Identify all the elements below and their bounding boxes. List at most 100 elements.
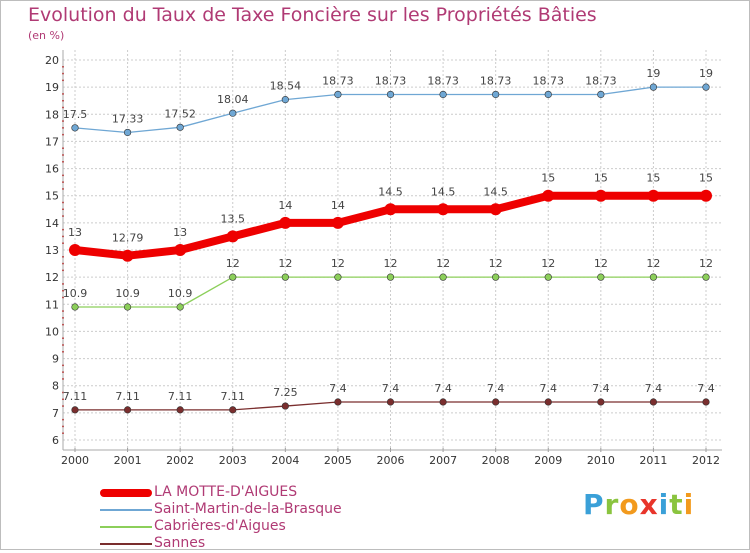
data-label: 7.25: [273, 386, 298, 399]
data-label: 7.4: [329, 382, 347, 395]
data-label: 12: [489, 257, 503, 270]
data-point: [176, 123, 184, 131]
y-tick-label: 11: [45, 298, 59, 311]
data-point: [542, 189, 555, 202]
data-label: 18.04: [217, 93, 249, 106]
y-tick-label: 10: [45, 325, 59, 338]
y-tick-label: 7: [52, 407, 59, 420]
logo-letter: t: [669, 488, 684, 521]
data-point: [281, 96, 289, 104]
data-label: 15: [594, 172, 608, 185]
logo-letter: x: [639, 488, 659, 521]
data-label: 10.9: [168, 287, 193, 300]
legend: LA MOTTE-D'AIGUES Saint-Martin-de-la-Bras…: [100, 484, 420, 553]
data-point: [544, 273, 552, 281]
data-label: 17.52: [164, 107, 196, 120]
data-label: 7.11: [168, 390, 193, 403]
data-label: 12: [331, 257, 345, 270]
data-point: [439, 90, 447, 99]
data-point: [700, 189, 712, 202]
data-label: 12: [699, 257, 713, 270]
data-point: [649, 398, 658, 406]
data-label: 14.5: [431, 185, 456, 198]
data-point: [281, 273, 289, 281]
data-point: [489, 203, 502, 216]
data-label: 12: [436, 257, 450, 270]
data-label: 13.5: [221, 212, 246, 225]
data-point: [176, 406, 184, 414]
y-tick-label: 18: [45, 108, 59, 121]
data-labels: 17.5 17.33 17.52 18.04 18.54 18.73 18.73 18.73 1…: [63, 67, 715, 403]
x-tick-label: 2000: [61, 454, 89, 467]
legend-label: LA MOTTE-D'AIGUES: [154, 484, 298, 500]
data-point: [229, 273, 237, 281]
data-point: [334, 273, 342, 281]
data-label: 18.54: [270, 80, 302, 93]
data-label: 7.11: [221, 390, 246, 403]
data-label: 7.4: [540, 382, 558, 395]
proxiti-logo: Proxiti: [583, 488, 694, 521]
legend-item: LA MOTTE-D'AIGUES: [100, 484, 420, 502]
y-tick-label: 13: [45, 244, 59, 257]
logo-letter: P: [583, 488, 605, 521]
data-label: 13: [68, 226, 82, 239]
data-label: 18.73: [375, 74, 407, 87]
data-point: [649, 83, 658, 91]
data-label: 15: [541, 172, 555, 185]
data-label: 19: [646, 67, 660, 80]
data-point: [229, 406, 237, 414]
chart-title: Evolution du Taux de Taxe Foncière sur l…: [28, 4, 597, 26]
data-label: 7.11: [63, 390, 88, 403]
data-point: [544, 398, 552, 406]
data-label: 15: [699, 172, 713, 185]
data-label: 7.4: [645, 382, 663, 395]
data-point: [69, 244, 81, 256]
data-label: 7.4: [434, 382, 452, 395]
data-point: [492, 90, 500, 99]
data-point: [71, 406, 79, 414]
y-tick-label: 12: [45, 271, 59, 284]
data-point: [597, 273, 605, 281]
data-point: [229, 109, 237, 117]
data-point: [71, 124, 79, 132]
data-point: [594, 189, 607, 202]
legend-label: Sannes: [154, 535, 206, 551]
data-point: [439, 398, 447, 406]
data-point: [334, 398, 342, 406]
data-label: 12: [226, 257, 240, 270]
x-tick-label: 2007: [429, 454, 457, 467]
data-point: [123, 128, 132, 137]
data-label: 18.73: [480, 74, 512, 87]
chart-subtitle: (en %): [28, 29, 65, 42]
legend-swatch: [100, 543, 152, 545]
data-label: 17.5: [63, 108, 88, 121]
data-label: 7.4: [382, 382, 400, 395]
legend-swatch: [100, 526, 152, 528]
data-point: [123, 406, 132, 414]
data-label: 14: [278, 199, 292, 212]
data-point: [492, 398, 500, 406]
legend-item: Sannes: [100, 535, 420, 553]
data-label: 19: [699, 67, 713, 80]
x-tick-label: 2011: [639, 454, 667, 467]
data-label: 10.9: [115, 287, 140, 300]
data-point: [123, 303, 132, 311]
data-label: 12: [384, 257, 398, 270]
data-label: 17.33: [112, 112, 144, 125]
data-label: 7.4: [592, 382, 610, 395]
data-point: [384, 203, 397, 216]
y-tick-label: 15: [45, 190, 59, 203]
legend-swatch: [100, 489, 152, 497]
data-point: [331, 216, 344, 229]
x-tick-label: 2004: [271, 454, 299, 467]
data-point: [386, 273, 395, 281]
y-tick-label: 20: [45, 54, 59, 67]
data-point: [386, 398, 395, 406]
legend-item: Cabrières-d'Aigues: [100, 518, 420, 536]
y-tick-label: 9: [52, 353, 59, 366]
data-label: 7.4: [697, 382, 715, 395]
data-label: 18.73: [533, 74, 565, 87]
data-point: [597, 398, 605, 406]
x-tick-label: 2010: [587, 454, 615, 467]
logo-letter: i: [658, 488, 670, 521]
